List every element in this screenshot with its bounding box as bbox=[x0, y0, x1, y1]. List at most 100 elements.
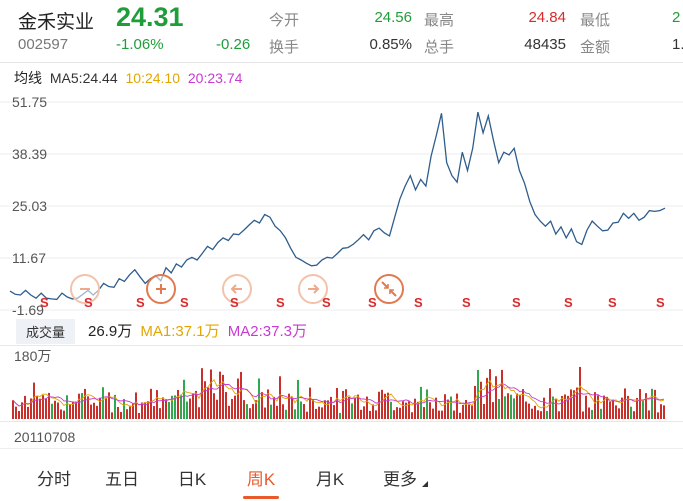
volume-bar bbox=[618, 408, 620, 419]
volume-bar bbox=[585, 395, 587, 419]
volume-bar bbox=[144, 402, 146, 419]
volume-bar bbox=[84, 388, 86, 419]
volume-bar bbox=[24, 395, 26, 419]
ma-title[interactable]: 均线 bbox=[14, 70, 42, 86]
grid-lines bbox=[0, 101, 683, 311]
arrow-left-icon bbox=[230, 284, 242, 294]
volume-bar bbox=[384, 393, 386, 419]
volume-bar bbox=[15, 406, 17, 419]
sell-signal-marker: S bbox=[564, 295, 573, 310]
volume-bar bbox=[609, 401, 611, 419]
tab-five-day[interactable]: 五日 bbox=[105, 470, 139, 489]
volume-bar bbox=[285, 409, 287, 419]
volume-bar bbox=[126, 409, 128, 419]
volume-chart[interactable]: 180万 bbox=[0, 345, 683, 425]
price-axis-label: -1.69 bbox=[12, 302, 44, 318]
volume-bar bbox=[231, 398, 233, 419]
volume-indicator-tab[interactable]: 成交量 bbox=[16, 319, 76, 344]
volume-bar bbox=[78, 393, 80, 419]
volume-bar bbox=[525, 401, 527, 419]
volume-bar bbox=[438, 410, 440, 419]
volume-bar bbox=[558, 411, 560, 419]
volume-bar bbox=[342, 390, 344, 419]
volume-bar bbox=[162, 397, 164, 419]
volume-bar bbox=[225, 392, 227, 419]
volume-bar bbox=[273, 396, 275, 419]
volume-bar bbox=[432, 408, 434, 419]
volume-bar bbox=[600, 408, 602, 419]
restore-button[interactable] bbox=[374, 274, 404, 304]
high-value: 24.84 bbox=[528, 9, 566, 26]
volume-bar bbox=[63, 410, 65, 419]
tab-weekly-k[interactable]: 周K bbox=[239, 465, 283, 499]
volume-bar bbox=[153, 406, 155, 419]
zoom-in-button[interactable] bbox=[146, 274, 176, 304]
sell-signal-marker: S bbox=[462, 295, 471, 310]
volume-bar bbox=[612, 399, 614, 419]
total-hands-value: 48435 bbox=[524, 36, 566, 53]
volume-ma1-line bbox=[12, 379, 665, 409]
scroll-left-button[interactable] bbox=[222, 274, 252, 304]
plus-icon bbox=[156, 284, 166, 294]
low-label: 最低 bbox=[580, 12, 611, 29]
volume-bar bbox=[114, 394, 116, 419]
volume-bar bbox=[66, 395, 68, 419]
tab-daily-k[interactable]: 日K bbox=[177, 470, 207, 489]
volume-bar bbox=[492, 402, 494, 419]
volume-bar bbox=[396, 407, 398, 419]
volume-bar bbox=[339, 412, 341, 419]
collapse-arrows-icon bbox=[381, 281, 397, 297]
tab-more[interactable]: 更多 bbox=[383, 470, 417, 489]
volume-bar bbox=[318, 406, 320, 419]
volume-bar bbox=[201, 368, 203, 419]
volume-bar bbox=[414, 398, 416, 419]
volume-bar bbox=[102, 387, 104, 419]
scroll-right-button[interactable] bbox=[298, 274, 328, 304]
volume-bar bbox=[450, 396, 452, 419]
volume-bar bbox=[81, 393, 83, 419]
volume-bars bbox=[12, 366, 665, 419]
volume-bar bbox=[366, 396, 368, 419]
volume-bar bbox=[177, 389, 179, 419]
volume-bar bbox=[186, 401, 188, 419]
weekly-kline-chart[interactable]: 51.75 38.39 25.03 11.67 -1.69 bbox=[0, 88, 683, 318]
volume-bar bbox=[537, 410, 539, 419]
volume-bar bbox=[60, 409, 62, 419]
volume-bar bbox=[564, 394, 566, 419]
volume-bar bbox=[594, 392, 596, 419]
volume-bar bbox=[252, 404, 254, 419]
volume-bar bbox=[486, 377, 488, 419]
volume-bar bbox=[423, 407, 425, 419]
volume-bar bbox=[309, 387, 311, 419]
volume-bar bbox=[507, 393, 509, 419]
volume-bar bbox=[453, 410, 455, 419]
volume-bar bbox=[471, 405, 473, 419]
volume-bar bbox=[531, 408, 533, 419]
volume-bar bbox=[528, 403, 530, 419]
volume-bar bbox=[408, 401, 410, 419]
low-value: 2 bbox=[672, 9, 681, 26]
header-divider bbox=[0, 62, 683, 63]
volume-bar bbox=[615, 405, 617, 419]
stock-code: 002597 bbox=[18, 36, 69, 53]
tab-timeshare[interactable]: 分时 bbox=[37, 470, 71, 489]
volume-bar bbox=[567, 395, 569, 419]
volume-bar bbox=[297, 379, 299, 419]
volume-bar bbox=[498, 399, 500, 419]
price-axis-label: 51.75 bbox=[12, 94, 47, 110]
turnover-rate-label: 换手 bbox=[269, 39, 300, 56]
price-axis-label: 25.03 bbox=[12, 198, 47, 214]
volume-bar bbox=[591, 409, 593, 419]
volume-bar bbox=[222, 374, 224, 419]
volume-bar bbox=[303, 404, 305, 419]
volume-bar bbox=[156, 390, 158, 419]
volume-bar bbox=[606, 396, 608, 419]
price-axis-label: 38.39 bbox=[12, 146, 47, 162]
tab-monthly-k[interactable]: 月K bbox=[315, 470, 345, 489]
volume-bar bbox=[393, 410, 395, 419]
zoom-out-button[interactable] bbox=[70, 274, 100, 304]
volume-bar bbox=[504, 396, 506, 419]
stock-name: 金禾实业 bbox=[18, 12, 95, 33]
volume-bar bbox=[369, 410, 371, 419]
sell-signal-marker: S bbox=[414, 295, 423, 310]
